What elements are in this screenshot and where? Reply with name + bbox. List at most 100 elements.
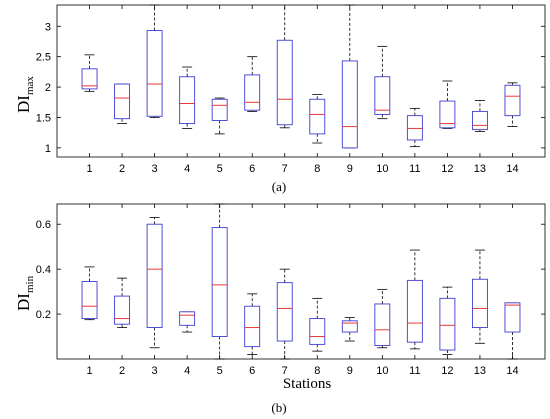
- panel-a-xtick-label: 9: [347, 163, 353, 175]
- iqr-box: [244, 305, 261, 348]
- panel-b-box-station-6: [244, 293, 261, 355]
- panel-b-box-station-14: [504, 302, 521, 360]
- panel-a-ylabel-main: DI: [14, 95, 33, 113]
- panel-b-ytick-label: 0.6: [36, 219, 51, 231]
- panel-a-ytick-label: 3: [45, 21, 51, 33]
- panel-a-box-station-13: [471, 100, 488, 132]
- panel-a-xtick-label: 12: [441, 163, 453, 175]
- panel-a-xtick-label: 1: [86, 163, 92, 175]
- panel-a-ylabel: DImax: [14, 76, 36, 113]
- panel-b-box-station-5: [211, 203, 228, 360]
- iqr-box: [146, 223, 163, 329]
- panel-a-label: (a): [272, 179, 286, 194]
- iqr-box: [309, 318, 326, 345]
- panel-a-ylabel-sub: max: [24, 76, 36, 95]
- iqr-box: [81, 281, 98, 320]
- iqr-box: [244, 74, 261, 111]
- iqr-box: [471, 278, 488, 329]
- panel-a-box-station-1: [81, 54, 98, 92]
- panel-b-box-station-2: [114, 277, 131, 328]
- panel-a-box-station-11: [406, 107, 423, 148]
- iqr-box: [504, 302, 521, 333]
- panel-b-box-station-8: [309, 297, 326, 352]
- panel-b-xtick-label: 5: [217, 365, 223, 377]
- panel-b-xtick-label: 3: [152, 365, 158, 377]
- panel-a-xtick-label: 6: [249, 163, 255, 175]
- panel-b-xtick-label: 4: [184, 365, 190, 377]
- panel-b-ytick-label: 0.2: [36, 309, 51, 321]
- iqr-box: [439, 297, 456, 351]
- panel-a-box-station-5: [211, 97, 228, 135]
- panel-a-box-station-8: [309, 93, 326, 144]
- iqr-box: [146, 30, 163, 117]
- panel-b-xtick-label: 10: [376, 365, 388, 377]
- iqr-box: [309, 98, 326, 135]
- panel-a-xtick-label: 13: [474, 163, 486, 175]
- iqr-box: [276, 39, 293, 126]
- panel-b-box-station-10: [374, 288, 391, 349]
- panel-b-xlabel: Stations: [283, 376, 332, 392]
- panel-a-box-station-6: [244, 56, 261, 112]
- iqr-box: [114, 295, 131, 325]
- panel-a-box-station-12: [439, 80, 456, 129]
- panel-a-ytick-label: 2.5: [36, 52, 51, 64]
- panel-a-ytick-label: 2: [45, 82, 51, 94]
- panel-b-xtick-label: 11: [409, 365, 420, 377]
- panel-a-xtick-label: 14: [506, 163, 518, 175]
- panel-a-box-station-10: [374, 45, 391, 120]
- panel-b-box-station-1: [81, 266, 98, 321]
- iqr-box: [504, 84, 521, 117]
- panel-b-box-station-7: [276, 268, 293, 360]
- panel-a-plot-frame: [56, 4, 546, 158]
- panel-a: 11.522.531 2 3 4 5 6 7 8 9 10 11 12 13 14 DImax (a): [14, 4, 546, 194]
- panel-a-ytick-label: 1.5: [36, 112, 51, 124]
- panel-b-xtick-label: 14: [506, 365, 518, 377]
- panel-b-xtick-label: 7: [282, 365, 288, 377]
- panel-b-box-station-9: [341, 317, 358, 342]
- panel-b-box-station-4: [179, 311, 196, 333]
- panel-a-xtick-label: 10: [376, 163, 388, 175]
- panel-b-ytick-label: 0.4: [36, 264, 51, 276]
- panel-a-box-station-2: [114, 83, 131, 124]
- panel-b-ylabel-main: DI: [14, 293, 33, 311]
- panel-b-ylabel: DImin: [14, 275, 36, 311]
- iqr-box: [341, 60, 358, 149]
- panel-a-box-station-3: [146, 4, 163, 118]
- panel-a-xtick-label: 3: [152, 163, 158, 175]
- panel-b-label: (b): [271, 400, 286, 415]
- iqr-box: [406, 279, 423, 343]
- iqr-box: [211, 98, 228, 121]
- panel-b-ylabel-sub: min: [24, 275, 36, 293]
- panel-b-box-station-13: [471, 249, 488, 344]
- panel-a-box-station-4: [179, 66, 196, 129]
- panel-b-box-station-3: [146, 217, 163, 349]
- panel-a-xtick-label: 11: [409, 163, 420, 175]
- iqr-box: [179, 311, 196, 326]
- panel-a-xtick-label: 7: [282, 163, 288, 175]
- iqr-box: [471, 110, 488, 131]
- panel-a-box-station-14: [504, 82, 521, 127]
- iqr-box: [211, 227, 228, 337]
- panel-b-xtick-label: 13: [474, 365, 486, 377]
- panel-a-xtick-label: 8: [314, 163, 320, 175]
- iqr-box: [374, 303, 391, 346]
- iqr-box: [114, 83, 131, 120]
- panel-a-box-station-9: [341, 4, 358, 149]
- iqr-box: [179, 76, 196, 125]
- panel-b-xtick-label: 8: [314, 365, 320, 377]
- panel-a-xtick-label: 4: [184, 163, 190, 175]
- iqr-box: [406, 115, 423, 141]
- panel-b-xtick-label: 1: [86, 365, 92, 377]
- iqr-box: [341, 320, 358, 333]
- panel-a-ytick-label: 1: [45, 143, 51, 155]
- panel-b-plot-frame: [56, 203, 546, 360]
- iqr-box: [439, 100, 456, 129]
- panel-b-xtick-label: 12: [441, 365, 453, 377]
- iqr-box: [276, 282, 293, 342]
- panel-a-xtick-label: 5: [217, 163, 223, 175]
- panel-a-xtick-label: 2: [119, 163, 125, 175]
- panel-b-xtick-label: 9: [347, 365, 353, 377]
- panel-b-box-station-11: [406, 249, 423, 350]
- panel-b-box-station-12: [439, 286, 456, 355]
